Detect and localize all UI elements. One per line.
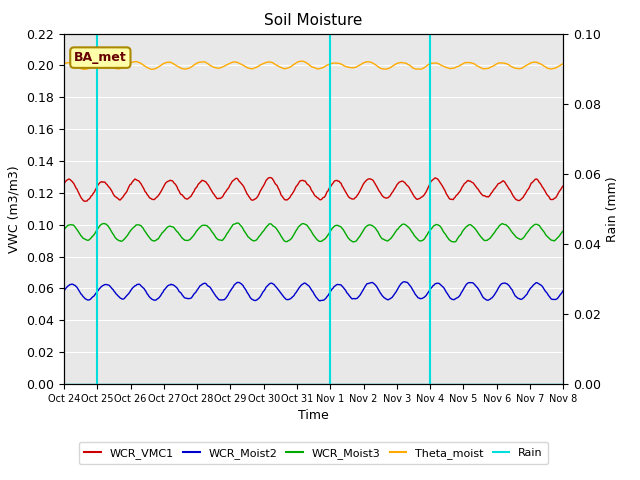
Y-axis label: VWC (m3/m3): VWC (m3/m3) [8, 165, 20, 252]
X-axis label: Time: Time [298, 409, 329, 422]
Title: Soil Moisture: Soil Moisture [264, 13, 363, 28]
Y-axis label: Rain (mm): Rain (mm) [607, 176, 620, 241]
Legend: WCR_VMC1, WCR_Moist2, WCR_Moist3, Theta_moist, Rain: WCR_VMC1, WCR_Moist2, WCR_Moist3, Theta_… [79, 442, 548, 464]
Text: BA_met: BA_met [74, 51, 127, 64]
